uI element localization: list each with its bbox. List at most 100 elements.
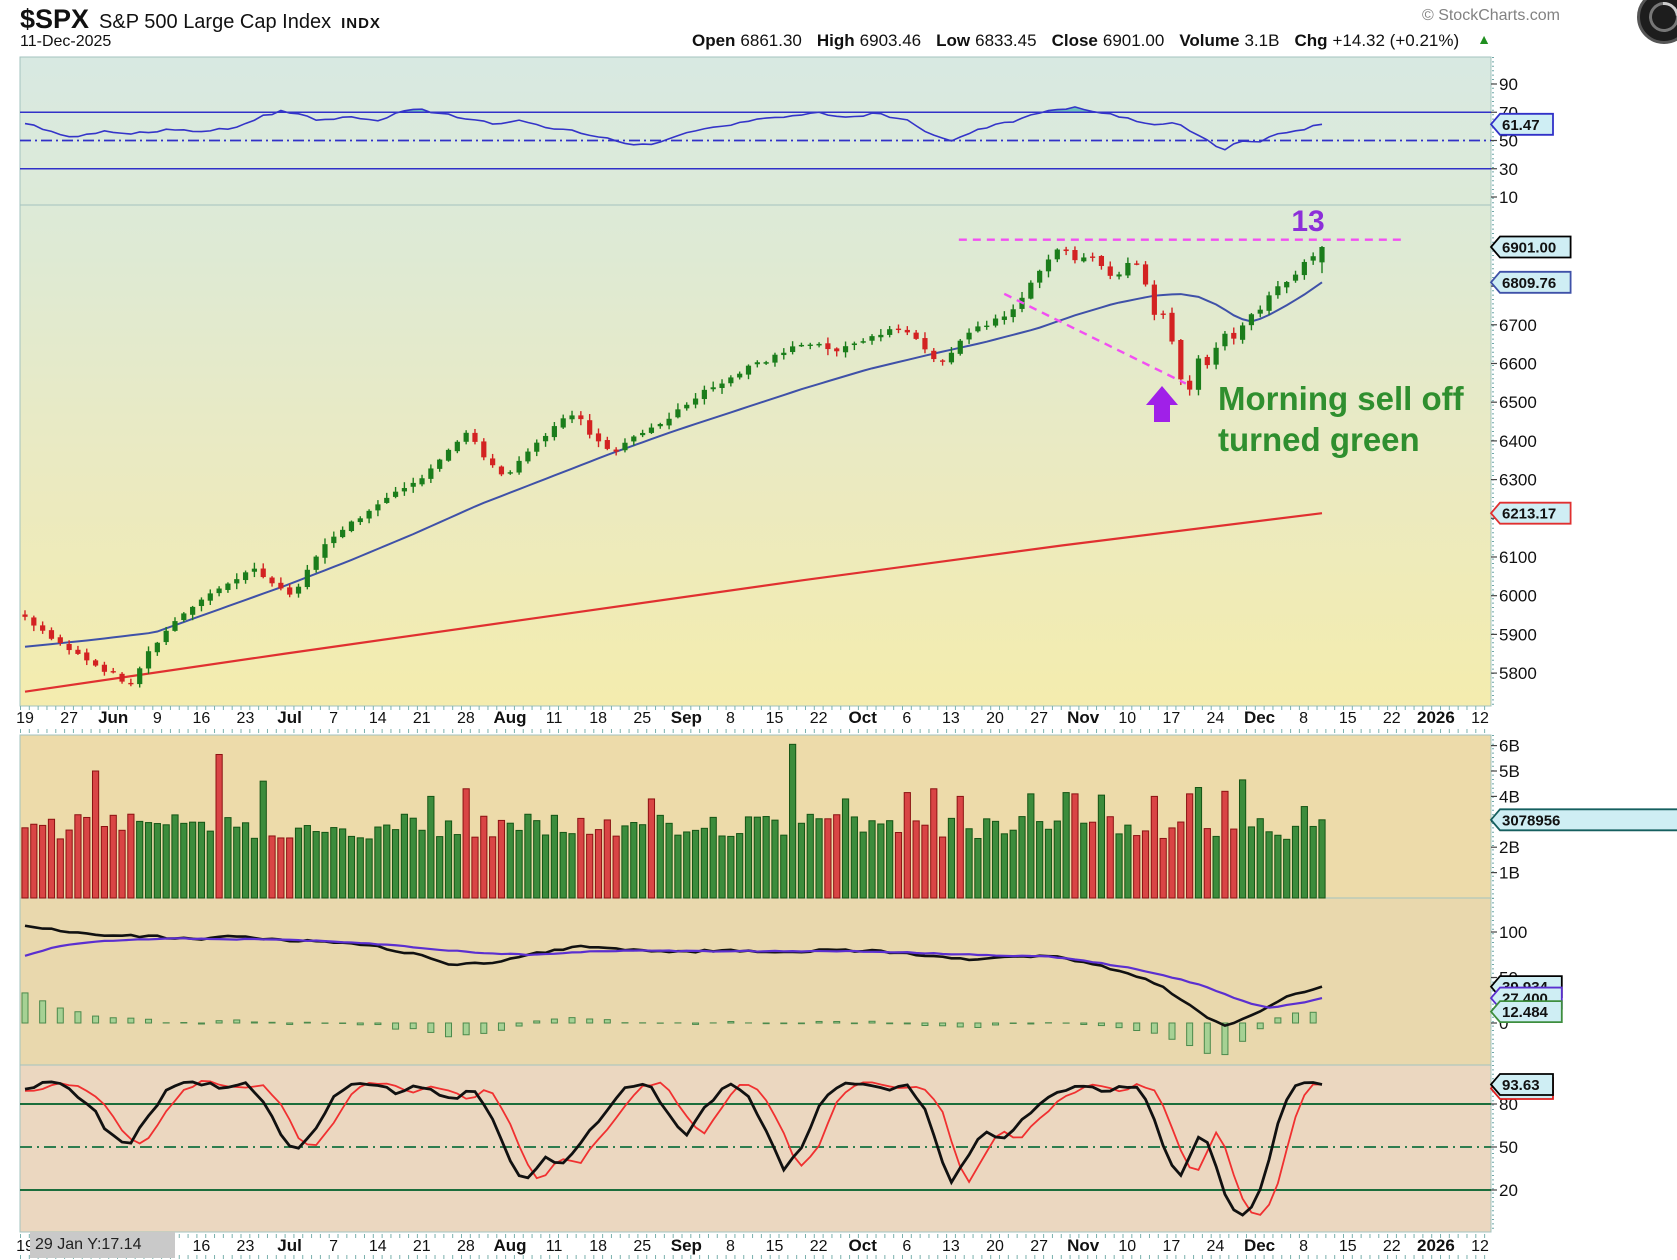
svg-text:50: 50: [1499, 132, 1518, 151]
svg-text:21: 21: [413, 710, 431, 727]
stochastic-red-line: [24, 1080, 1323, 1216]
svg-text:16: 16: [192, 1238, 210, 1255]
stochastic-black-line: [24, 1080, 1323, 1217]
svg-text:8: 8: [726, 1238, 735, 1255]
svg-text:22: 22: [1383, 1238, 1401, 1255]
svg-text:6400: 6400: [1499, 432, 1537, 451]
svg-text:6: 6: [902, 1238, 911, 1255]
svg-text:30: 30: [1499, 160, 1518, 179]
svg-text:50: 50: [1499, 1138, 1518, 1157]
svg-text:6: 6: [902, 710, 911, 727]
svg-text:2026: 2026: [1417, 708, 1455, 727]
svg-text:27: 27: [1030, 710, 1048, 727]
svg-text:Sep: Sep: [671, 708, 702, 727]
svg-text:24: 24: [1207, 710, 1225, 727]
svg-text:2B: 2B: [1499, 838, 1520, 857]
count-13-annotation: 13: [1291, 205, 1324, 238]
up-arrow-icon: [1146, 386, 1178, 422]
svg-text:17: 17: [1162, 1238, 1180, 1255]
oscillator-purple-line: [24, 937, 1323, 1009]
svg-text:93.63: 93.63: [1502, 1077, 1540, 1094]
svg-text:0: 0: [1499, 1014, 1508, 1033]
svg-text:22: 22: [810, 710, 828, 727]
svg-text:Nov: Nov: [1067, 708, 1100, 727]
svg-text:6901.00: 6901.00: [1502, 240, 1556, 257]
svg-text:16: 16: [192, 710, 210, 727]
svg-text:8: 8: [726, 710, 735, 727]
svg-text:61.47: 61.47: [1502, 117, 1540, 134]
svg-text:12: 12: [1471, 710, 1489, 727]
svg-text:Oct: Oct: [849, 708, 878, 727]
descending-trendline: [1003, 292, 1187, 385]
svg-text:9: 9: [153, 710, 162, 727]
quote-close: Close 6901.00: [1051, 31, 1165, 50]
svg-text:20: 20: [986, 1238, 1004, 1255]
svg-text:6B: 6B: [1499, 737, 1520, 756]
svg-text:Jun: Jun: [98, 708, 128, 727]
svg-text:Oct: Oct: [849, 1236, 878, 1255]
svg-text:11: 11: [546, 710, 563, 727]
svg-text:Dec: Dec: [1244, 1236, 1275, 1255]
ma50-line: [24, 281, 1323, 648]
svg-text:Jul: Jul: [277, 1236, 302, 1255]
crosshair-readout: 29 Jan Y:17.14: [30, 1232, 175, 1258]
rsi-line: [24, 106, 1323, 151]
rsi-panel: [20, 106, 1491, 170]
svg-text:6100: 6100: [1499, 548, 1537, 567]
oscillator-panel: [21, 924, 1323, 1056]
stochastic-value-label: 93.63: [1489, 1073, 1554, 1096]
svg-text:6300: 6300: [1499, 471, 1537, 490]
quote-chg: Chg +14.32 (+0.21%): [1294, 31, 1460, 50]
svg-text:21: 21: [413, 1238, 431, 1255]
svg-text:1B: 1B: [1499, 864, 1520, 883]
svg-text:7: 7: [329, 1238, 338, 1255]
copyright-text: © StockCharts.com: [1421, 7, 1560, 24]
svg-text:Aug: Aug: [493, 708, 526, 727]
svg-text:25: 25: [633, 1238, 651, 1255]
note-text-line1: Morning sell off: [1218, 380, 1465, 417]
svg-text:6500: 6500: [1499, 393, 1537, 412]
svg-text:18: 18: [589, 710, 607, 727]
ma200-value-label: 6213.17: [1489, 501, 1572, 525]
svg-text:13: 13: [942, 1238, 960, 1255]
svg-text:Nov: Nov: [1067, 1236, 1100, 1255]
svg-text:23: 23: [237, 1238, 255, 1255]
annotations: 13 Morning sell off turned green: [958, 205, 1465, 458]
rsi-value-label: 61.47: [1489, 112, 1554, 136]
volume-panel: [21, 743, 1326, 899]
svg-text:5B: 5B: [1499, 762, 1520, 781]
quote-volume: Volume 3.1B: [1179, 31, 1280, 50]
svg-text:10: 10: [1499, 188, 1518, 207]
svg-text:19: 19: [16, 710, 34, 727]
volume-value-label: 3078956: [1489, 808, 1677, 832]
panel-backgrounds: [19, 56, 1492, 1233]
svg-text:6809.76: 6809.76: [1502, 275, 1556, 292]
quote-open: Open 6861.30: [691, 31, 802, 50]
quote-summary-row: Open 6861.30 High 6903.46 Low 6833.45 Close 690…: [692, 31, 1491, 51]
svg-text:15: 15: [1339, 1238, 1357, 1255]
svg-text:28: 28: [457, 710, 475, 727]
close-price-label: 6901.00: [1489, 235, 1572, 259]
svg-text:12: 12: [1471, 1238, 1489, 1255]
svg-text:14: 14: [369, 710, 387, 727]
candlestick-series: [22, 246, 1325, 688]
change-up-icon: ▲: [1477, 31, 1491, 47]
svg-text:Aug: Aug: [493, 1236, 526, 1255]
svg-text:6600: 6600: [1499, 354, 1537, 373]
svg-text:2026: 2026: [1417, 1236, 1455, 1255]
svg-text:100: 100: [1499, 923, 1527, 942]
svg-text:7: 7: [329, 710, 338, 727]
svg-text:6000: 6000: [1499, 587, 1537, 606]
svg-text:6213.17: 6213.17: [1502, 506, 1556, 523]
quote-high: High 6903.46: [816, 31, 922, 50]
svg-text:6700: 6700: [1499, 316, 1537, 335]
oscillator-histogram: [21, 992, 1317, 1056]
right-axis-gutter: 9070503010690068006700660065006400630062…: [1489, 57, 1677, 1232]
exchange-label: INDX: [341, 15, 381, 32]
svg-text:8: 8: [1299, 1238, 1308, 1255]
svg-text:5900: 5900: [1499, 625, 1537, 644]
svg-text:20: 20: [986, 710, 1004, 727]
svg-text:15: 15: [766, 710, 784, 727]
svg-text:10: 10: [1118, 710, 1136, 727]
svg-text:4B: 4B: [1499, 787, 1520, 806]
